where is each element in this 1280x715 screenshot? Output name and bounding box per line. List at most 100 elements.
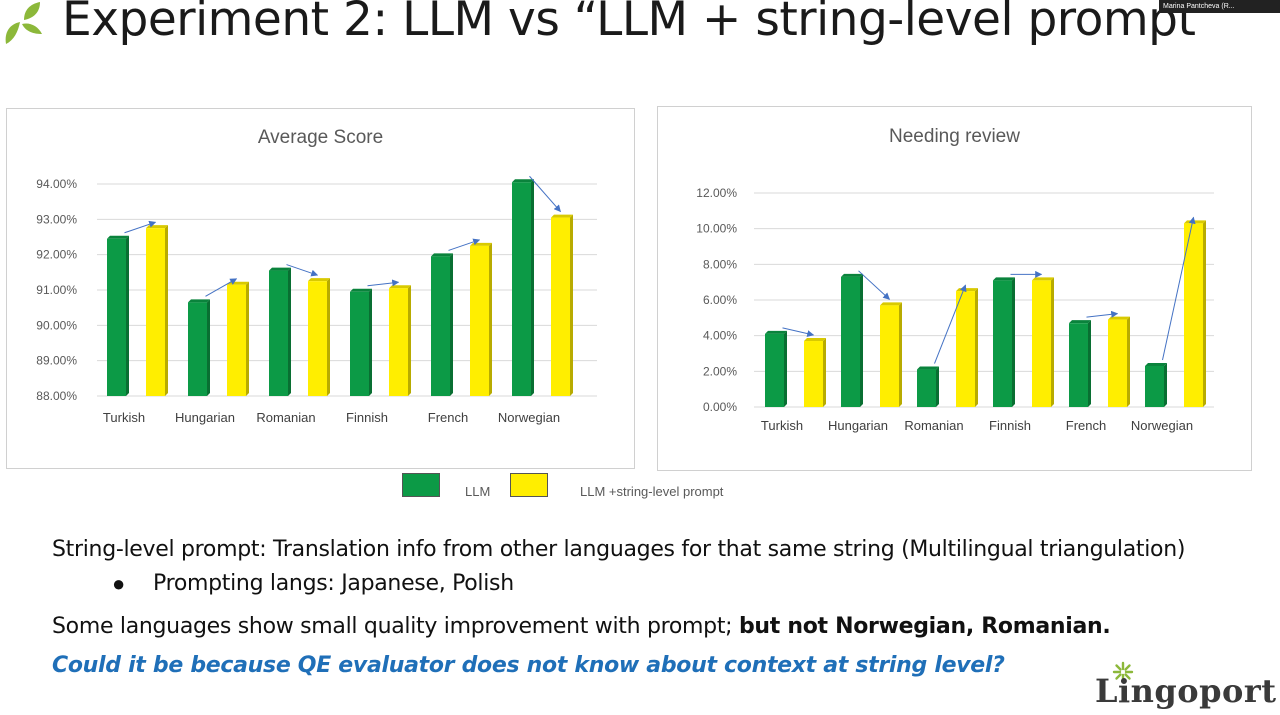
bar-side — [1127, 316, 1130, 407]
bar-french-prompt — [1108, 319, 1127, 407]
bar-side — [408, 285, 411, 396]
bullet-dot: ● — [112, 571, 126, 596]
bar-top — [841, 273, 863, 277]
bar-romanian-prompt — [956, 291, 975, 407]
trend-arrow — [934, 284, 967, 364]
bar-hungarian-llm — [188, 302, 207, 396]
chart-panel-needing-review: Needing review 0.00% 2.00% 4.00% 6.00% 8.00% 1… — [657, 106, 1252, 471]
x-tick-label: Finnish — [989, 418, 1031, 433]
improvement-text: Some languages show small quality improv… — [52, 614, 1111, 639]
lingoport-sun-icon — [1112, 661, 1134, 683]
bar-side — [288, 267, 291, 396]
bar-top — [188, 299, 210, 303]
bar-top — [431, 253, 453, 257]
x-tick-label: French — [1066, 418, 1106, 433]
bar-side — [1164, 362, 1167, 407]
bar-top — [956, 288, 978, 292]
x-tick-label: Hungarian — [175, 410, 235, 425]
bar-side — [899, 302, 902, 407]
leaf-logo-icon — [5, 2, 42, 44]
trend-arrow — [529, 175, 561, 213]
y-tick-label: 92.00% — [36, 248, 77, 262]
x-tick-label: French — [428, 410, 468, 425]
bar-side — [1012, 277, 1015, 407]
bar-side — [1203, 220, 1206, 407]
presenter-video-thumbnail[interactable]: Marina Pantcheva (R... — [1159, 0, 1280, 13]
bar-side — [327, 278, 330, 396]
bar-side — [246, 281, 249, 396]
x-tick-label: Turkish — [103, 410, 145, 425]
bar-side — [823, 338, 826, 407]
bar-side — [975, 288, 978, 407]
legend-swatch-llm — [402, 473, 440, 497]
bar-romanian-llm — [269, 270, 288, 396]
bar-top — [880, 302, 902, 306]
bar-turkish-prompt — [804, 341, 823, 407]
bar-norwegian-prompt — [1184, 223, 1203, 407]
y-tick-label: 88.00% — [36, 389, 77, 403]
bar-side — [784, 330, 787, 407]
improvement-text-bold: but not Norwegian, Romanian. — [738, 614, 1111, 639]
y-tick-label: 89.00% — [36, 354, 77, 368]
trend-arrow — [205, 278, 238, 297]
bar-french-llm — [431, 256, 450, 396]
improvement-text-plain: Some languages show small quality improv… — [52, 614, 739, 639]
bar-finnish-llm — [350, 291, 369, 396]
chart-title: Needing review — [889, 126, 1020, 147]
trend-arrow — [858, 270, 891, 300]
trend-arrow — [367, 279, 400, 287]
bar-romanian-prompt — [308, 281, 327, 396]
bar-finnish-prompt — [1032, 280, 1051, 407]
lingoport-logo: Lingoport — [1095, 672, 1277, 710]
chart-title: Average Score — [258, 127, 383, 148]
bar-side — [1088, 320, 1091, 407]
slide-title: Experiment 2: LLM vs “LLM + string-level… — [62, 0, 1220, 47]
bar-romanian-llm — [917, 369, 936, 407]
bar-side — [450, 253, 453, 396]
y-tick-label: 6.00% — [703, 293, 737, 307]
bar-turkish-prompt — [146, 228, 165, 396]
bar-top — [389, 285, 411, 289]
bar-hungarian-prompt — [880, 305, 899, 407]
y-tick-label: 91.00% — [36, 283, 77, 297]
y-tick-label: 2.00% — [703, 364, 737, 378]
trend-arrow — [124, 220, 157, 234]
trend-arrow — [448, 238, 481, 251]
legend-label-prompt: LLM +string-level prompt — [580, 484, 724, 499]
y-tick-label: 90.00% — [36, 318, 77, 332]
bar-side — [489, 242, 492, 396]
bar-top — [1108, 316, 1130, 320]
y-tick-label: 93.00% — [36, 212, 77, 226]
bar-top — [512, 179, 534, 183]
x-tick-label: Hungarian — [828, 418, 888, 433]
x-tick-label: Norwegian — [498, 410, 560, 425]
bar-side — [531, 179, 534, 396]
trend-arrow — [782, 327, 815, 338]
bar-top — [308, 278, 330, 282]
y-tick-label: 0.00% — [703, 400, 737, 414]
needing-review-chart: Needing review 0.00% 2.00% 4.00% 6.00% 8.00% 1… — [696, 126, 1214, 433]
bar-french-llm — [1069, 323, 1088, 407]
trend-arrow — [1086, 310, 1119, 318]
prompting-langs-text: Prompting langs: Japanese, Polish — [153, 571, 514, 596]
x-tick-label: Turkish — [761, 418, 803, 433]
bar-top — [804, 338, 826, 342]
bar-side — [936, 366, 939, 407]
bar-finnish-llm — [993, 280, 1012, 407]
chart-panel-average-score: Average Score 88.00% 89.00% 90.00% 91.00% 92.… — [6, 108, 635, 469]
bar-turkish-llm — [107, 238, 126, 396]
x-tick-label: Norwegian — [1131, 418, 1193, 433]
bar-top — [917, 366, 939, 370]
bar-top — [1184, 220, 1206, 224]
bar-top — [1069, 320, 1091, 324]
bar-top — [350, 288, 372, 292]
bar-top — [470, 242, 492, 246]
bar-side — [570, 214, 573, 396]
bar-side — [126, 235, 129, 396]
bar-top — [107, 235, 129, 239]
y-tick-label: 94.00% — [36, 177, 77, 191]
x-tick-label: Romanian — [256, 410, 315, 425]
bar-finnish-prompt — [389, 288, 408, 396]
bar-turkish-llm — [765, 333, 784, 407]
bar-norwegian-prompt — [551, 217, 570, 396]
